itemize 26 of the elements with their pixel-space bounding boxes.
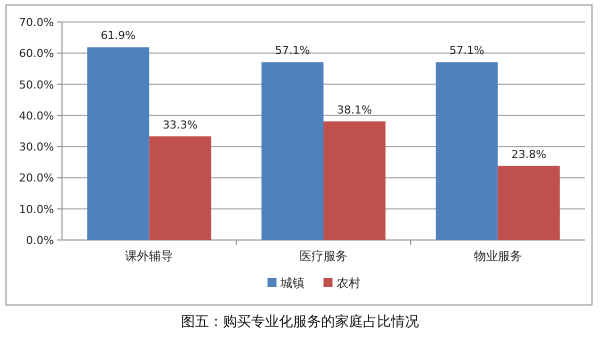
legend-label: 农村 — [336, 276, 360, 290]
bar — [498, 166, 560, 240]
y-tick-label: 20.0% — [19, 172, 54, 185]
bar — [324, 121, 386, 240]
y-tick-label: 50.0% — [19, 78, 54, 92]
y-tick-label: 60.0% — [19, 47, 54, 60]
x-tick-label: 物业服务 — [474, 249, 522, 263]
bar — [262, 62, 324, 240]
data-label: 57.1% — [275, 44, 310, 58]
y-tick-label: 30.0% — [19, 140, 54, 154]
bar — [87, 47, 150, 240]
data-label: 38.1% — [337, 103, 372, 116]
data-label: 33.3% — [162, 118, 198, 132]
data-label: 61.9% — [100, 29, 136, 42]
y-tick-label: 10.0% — [19, 202, 54, 216]
y-tick-label: 0.0% — [26, 234, 54, 247]
legend-label: 城镇 — [280, 276, 304, 290]
data-label: 57.1% — [449, 44, 484, 58]
data-label: 23.8% — [511, 148, 546, 161]
y-tick-label: 70.0% — [19, 16, 54, 29]
y-tick-label: 40.0% — [19, 109, 54, 122]
text: 图五：购买专业化服务的家庭占比情况 — [181, 314, 419, 330]
x-tick-label: 课外辅导 — [125, 249, 174, 263]
bar — [436, 62, 498, 240]
bar — [149, 136, 212, 240]
x-tick-label: 医疗服务 — [300, 249, 348, 263]
